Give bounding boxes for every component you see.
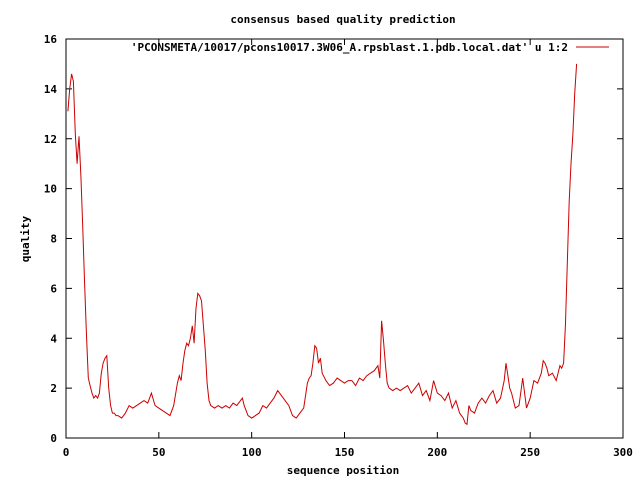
y-tick-label: 10 bbox=[44, 183, 57, 196]
y-tick-label: 4 bbox=[50, 332, 57, 345]
y-axis-label: quality bbox=[19, 215, 32, 262]
y-tick-label: 0 bbox=[50, 432, 57, 445]
chart-title: consensus based quality prediction bbox=[230, 13, 455, 26]
series-line bbox=[67, 63, 578, 426]
axis-ticks: 0 50 100 150 200 250 300 0 2 4 6 8 10 12 14 16 bbox=[44, 33, 633, 459]
x-tick-label: 200 bbox=[427, 446, 447, 459]
x-tick-label: 0 bbox=[63, 446, 70, 459]
x-tick-label: 300 bbox=[613, 446, 633, 459]
series-group bbox=[67, 63, 578, 426]
legend: 'PCONSMETA/10017/pcons10017.3W06_A.rpsbl… bbox=[131, 41, 609, 54]
x-tick-label: 150 bbox=[335, 446, 355, 459]
y-tick-label: 14 bbox=[44, 83, 58, 96]
y-tick-label: 6 bbox=[50, 282, 57, 295]
y-tick-label: 8 bbox=[50, 233, 57, 246]
x-tick-label: 250 bbox=[520, 446, 540, 459]
legend-label: 'PCONSMETA/10017/pcons10017.3W06_A.rpsbl… bbox=[131, 41, 568, 54]
y-tick-label: 12 bbox=[44, 133, 57, 146]
x-tick-label: 50 bbox=[152, 446, 165, 459]
y-tick-label: 2 bbox=[50, 382, 57, 395]
x-tick-label: 100 bbox=[242, 446, 262, 459]
x-axis-label: sequence position bbox=[287, 464, 400, 477]
y-tick-label: 16 bbox=[44, 33, 58, 46]
